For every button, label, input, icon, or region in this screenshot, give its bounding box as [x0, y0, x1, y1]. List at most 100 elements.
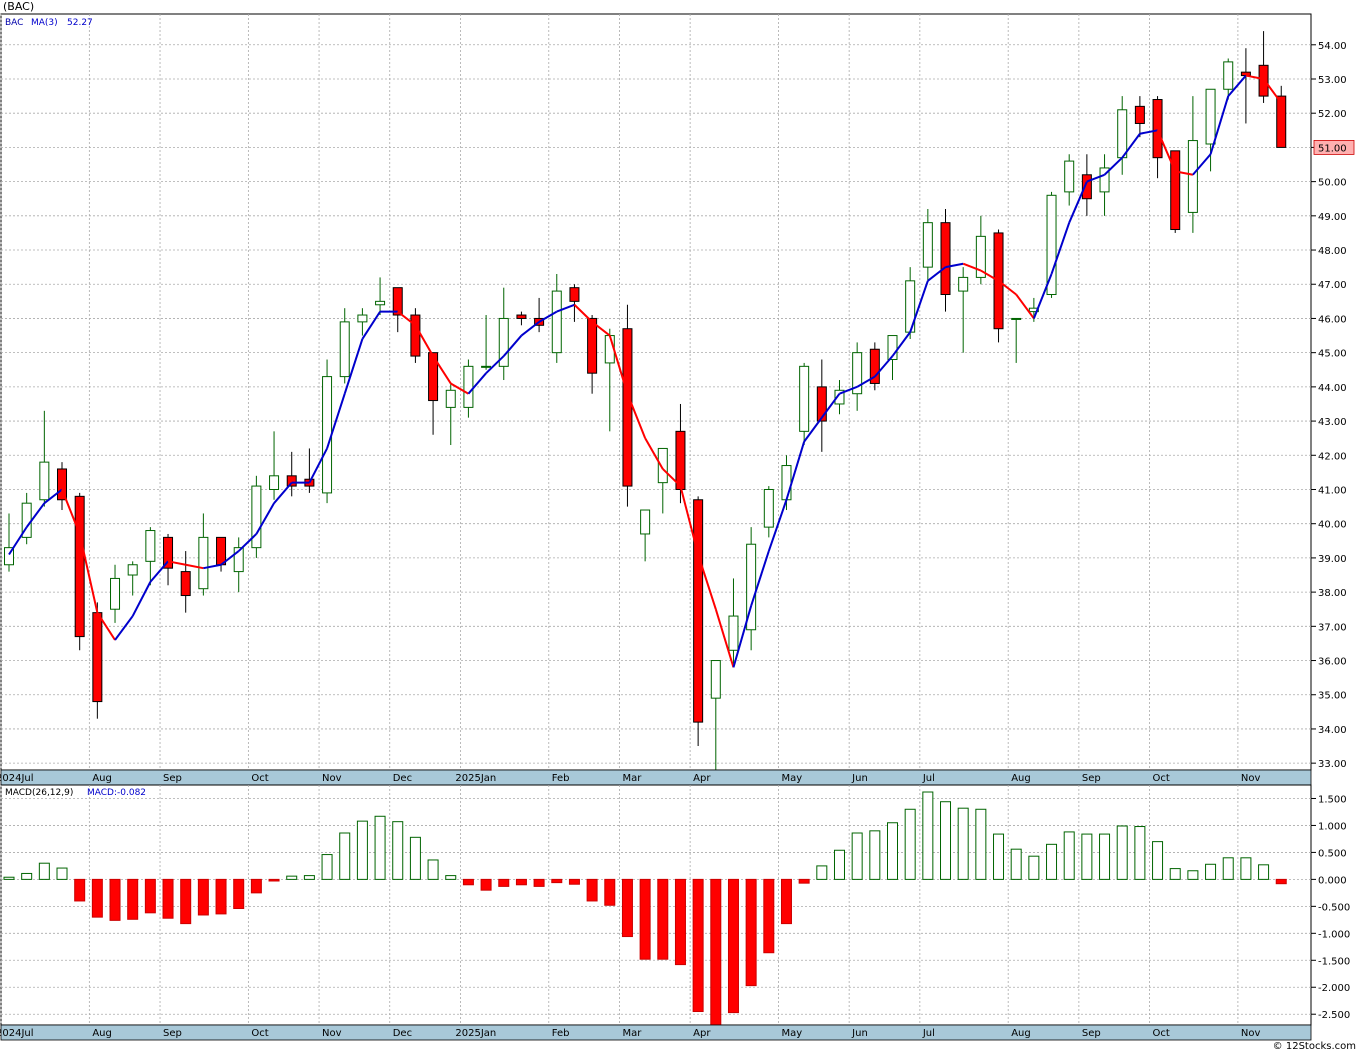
candle-body: [710, 660, 721, 699]
ma3-segment: [149, 560, 169, 583]
candle-body: [1240, 71, 1251, 77]
candle-body: [392, 287, 403, 316]
macd-bar: [922, 791, 934, 880]
candle-body: [622, 328, 633, 487]
candle-body: [1011, 317, 1022, 320]
price-y-tick-label: 47.00: [1318, 280, 1347, 291]
price-y-tick-label: 42.00: [1318, 451, 1347, 462]
price-x-tick-label: Mar: [622, 773, 642, 784]
candle-body: [869, 348, 880, 384]
last-price-box: [1313, 140, 1355, 155]
candle: [1046, 191, 1057, 298]
candle-body: [675, 430, 686, 490]
candle: [198, 513, 209, 596]
ma3-segment: [997, 280, 1017, 296]
ma3-segment: [185, 563, 204, 570]
ma3-segment: [1192, 153, 1212, 176]
candle: [516, 311, 527, 326]
price-y-tick-label: 33.00: [1318, 759, 1347, 770]
price-y-axis: 33.00 34.00 35.00 36.00 37.00 38.00 39.00 40.00…: [1311, 41, 1347, 770]
candle-body: [1152, 99, 1163, 159]
macd-x-tick-label: 2025Jan: [455, 1028, 496, 1039]
candle: [640, 509, 651, 562]
candle: [1134, 96, 1145, 138]
price-x-tick-label: Aug: [1011, 773, 1031, 784]
candle-body: [1028, 307, 1039, 313]
macd-bar: [692, 878, 704, 1013]
ma3-segment: [874, 355, 894, 378]
candle-body: [975, 235, 986, 278]
candle-body: [92, 612, 103, 703]
macd-legend-value: MACD:-0.082: [87, 788, 146, 798]
price-y-tick-label: 34.00: [1318, 725, 1347, 736]
macd-bar: [568, 878, 580, 885]
candle-body: [163, 536, 174, 569]
macd-y-tick-label: -1.000: [1318, 929, 1350, 940]
ma3-segment: [114, 615, 134, 641]
candle-body: [1099, 167, 1110, 193]
price-y-tick-label: 44.00: [1318, 383, 1347, 394]
macd-y-tick-label: 0.500: [1318, 848, 1347, 859]
macd-bar: [1063, 831, 1075, 880]
candle-body: [322, 376, 333, 494]
legend-symbol: BAC: [5, 18, 23, 28]
macd-bar: [780, 878, 792, 925]
candle-body: [1117, 109, 1128, 159]
macd-bar: [957, 807, 969, 880]
candle: [728, 578, 739, 664]
price-y-tick-label: 39.00: [1318, 554, 1347, 565]
ma3-segment: [662, 468, 682, 487]
candle-body: [781, 465, 792, 501]
price-grid: [0, 14, 1311, 770]
price-x-tick-label: Sep: [1082, 773, 1101, 784]
macd-bar: [586, 878, 598, 902]
macd-bar: [1046, 843, 1058, 880]
macd-bar: [180, 878, 192, 925]
macd-bar: [727, 878, 739, 1014]
macd-panel: 1.500 1.000 0.500 0.000 -0.500 -1.000 -1.500 -2…: [0, 784, 1350, 1041]
candle: [887, 335, 898, 381]
price-x-tick-label: 2025Jan: [455, 773, 496, 784]
macd-x-tick-label: Mar: [622, 1028, 642, 1039]
price-x-tick-label: Dec: [393, 773, 412, 784]
candle-body: [1223, 61, 1234, 90]
macd-x-tick-label: Nov: [322, 1028, 342, 1039]
candle: [180, 551, 191, 613]
candle: [74, 492, 85, 651]
footer-credit: © 12Stocks.com: [1272, 1041, 1356, 1052]
ma3-segment: [485, 355, 505, 374]
ma3-segment: [714, 608, 735, 668]
price-x-tick-label: May: [781, 773, 802, 784]
macd-bar: [215, 878, 227, 915]
macd-bar: [551, 878, 563, 884]
candle: [993, 229, 1004, 343]
candle: [163, 533, 174, 586]
macd-bar: [462, 878, 474, 886]
price-y-tick-label: 52.00: [1318, 109, 1347, 120]
candle: [92, 602, 103, 719]
macd-bar: [798, 878, 810, 884]
macd-bar: [21, 872, 33, 880]
macd-bar: [445, 875, 457, 880]
ma3-segment: [1103, 156, 1123, 176]
candle: [410, 308, 421, 363]
macd-x-tick-label: Dec: [393, 1028, 412, 1039]
macd-y-tick-label: 1.500: [1318, 794, 1347, 805]
price-x-tick-label: Aug: [92, 773, 112, 784]
ma3-segment: [750, 550, 770, 607]
ma3-segment: [1227, 74, 1247, 97]
candle: [622, 304, 633, 507]
macd-bar: [374, 815, 386, 880]
candle-body: [763, 488, 774, 528]
price-plot-area: [0, 13, 1312, 771]
macd-x-tick-label: Jun: [851, 1028, 868, 1039]
macd-bar: [657, 878, 669, 960]
price-y-tick-label: 38.00: [1318, 588, 1347, 599]
candle: [834, 380, 845, 415]
macd-bar: [1222, 857, 1234, 880]
price-x-tick-label: Jun: [851, 773, 868, 784]
macd-bar: [427, 859, 439, 880]
price-y-tick-label: 54.00: [1318, 41, 1347, 52]
